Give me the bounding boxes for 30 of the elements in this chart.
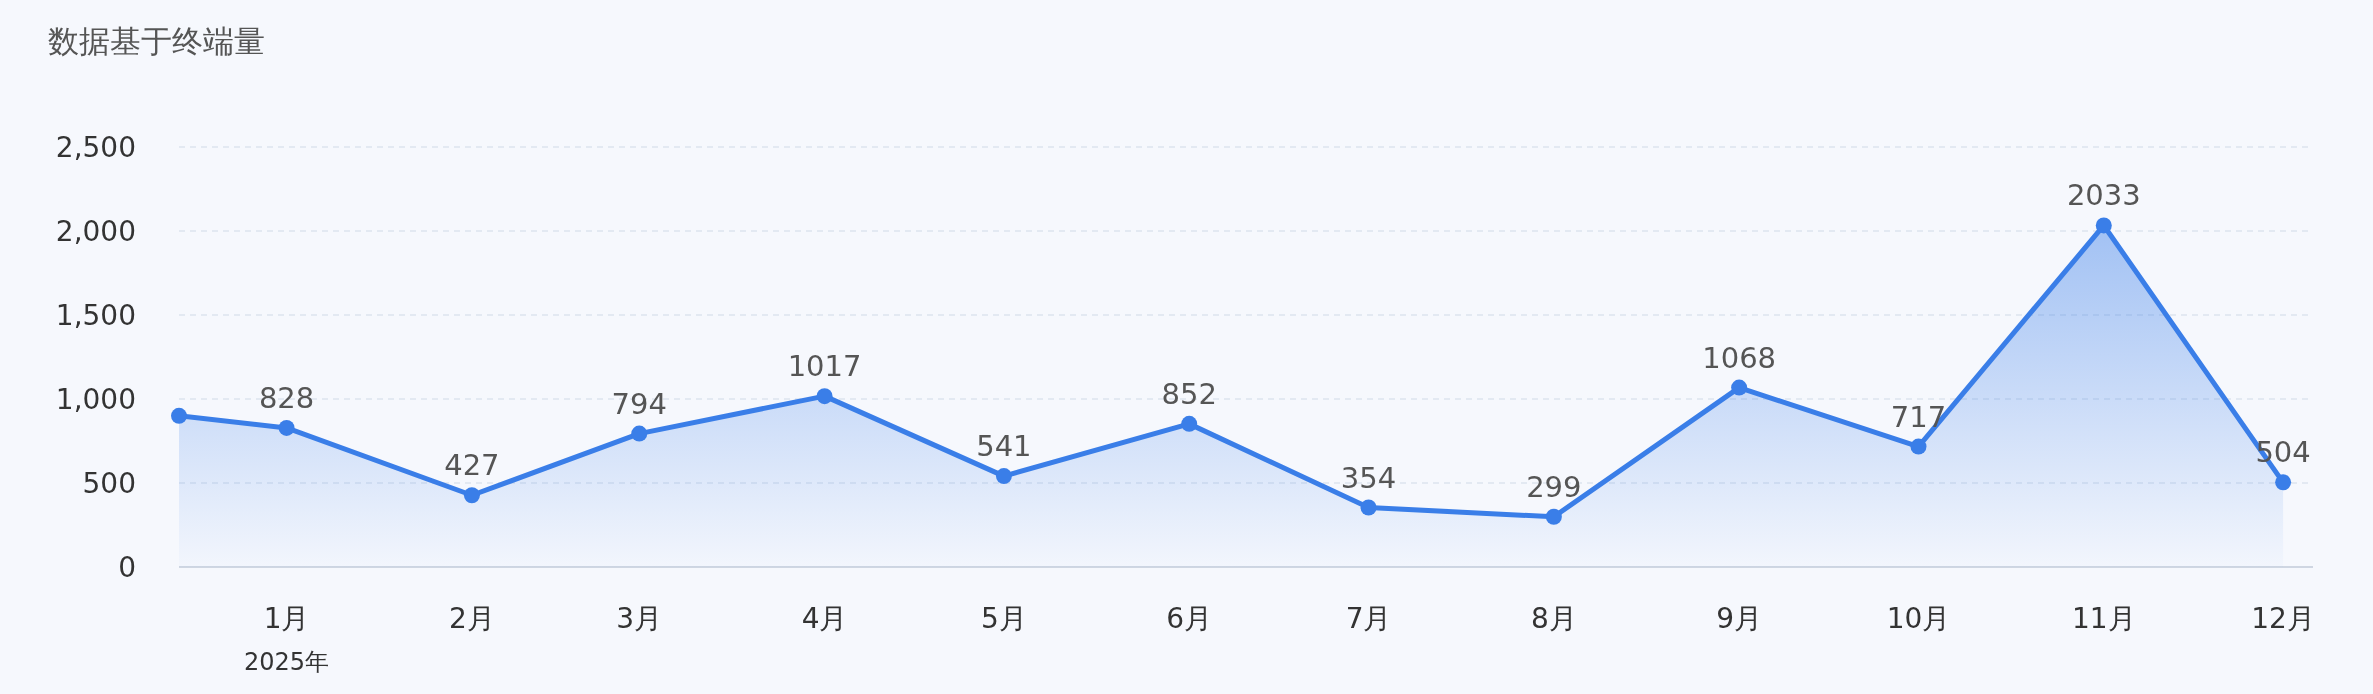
- data-label: 852: [1161, 376, 1217, 411]
- x-tick-label: 8月: [1530, 602, 1577, 635]
- x-tick-label: 9月: [1716, 602, 1763, 635]
- data-label: 1017: [787, 349, 862, 384]
- x-tick-label: 6月: [1166, 602, 1213, 635]
- y-tick-label: 500: [82, 467, 136, 500]
- data-label: 541: [976, 429, 1032, 464]
- data-label: 299: [1526, 469, 1582, 504]
- data-label: 717: [1890, 399, 1947, 434]
- x-tick-label: 7月: [1345, 602, 1392, 635]
- y-tick-label: 1,000: [55, 383, 136, 416]
- data-label: 794: [611, 386, 667, 421]
- data-label: 2033: [2066, 178, 2141, 213]
- x-tick-label: 1月 2025年: [244, 602, 330, 676]
- x-tick-label: 2月: [448, 602, 495, 635]
- y-tick-label: 1,500: [55, 299, 136, 332]
- y-tick-label: 0: [118, 551, 136, 584]
- y-tick-label: 2,500: [55, 131, 136, 164]
- x-tick-label: 4月: [801, 602, 848, 635]
- x-tick-label: 10月: [1886, 602, 1951, 635]
- y-tick-label: 2,000: [55, 215, 136, 248]
- chart-title: 数据基于终端量: [48, 23, 265, 59]
- data-label: 828: [258, 380, 315, 415]
- data-label: 1068: [1702, 340, 1777, 375]
- x-tick-label: 11月: [2071, 602, 2136, 635]
- x-tick-label: 5月: [980, 602, 1027, 635]
- data-label: 354: [1340, 460, 1397, 495]
- data-label: 427: [444, 448, 500, 483]
- x-tick-label: 12月: [2251, 602, 2315, 635]
- x-tick-label: 3月: [616, 602, 663, 635]
